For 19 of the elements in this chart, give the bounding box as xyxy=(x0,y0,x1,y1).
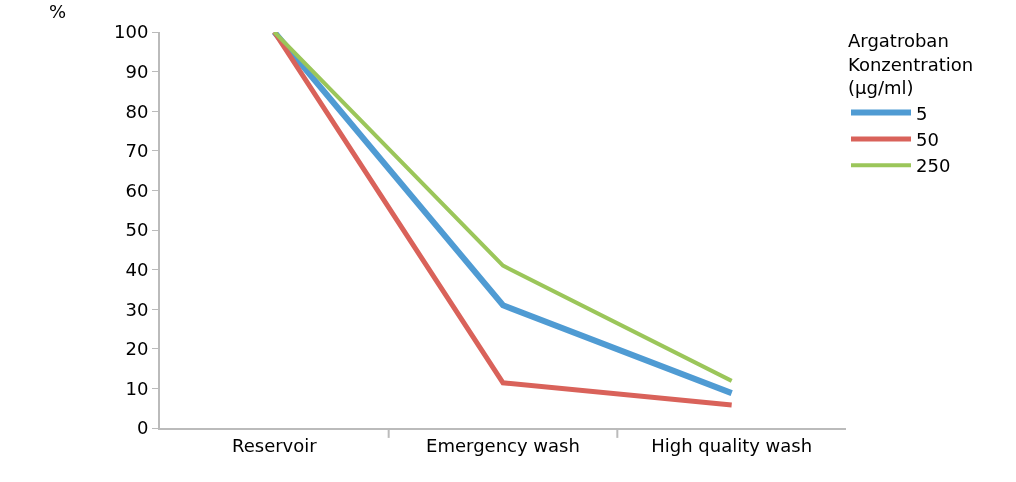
y-axis-title: % xyxy=(49,1,67,22)
y-tick-label: 60 xyxy=(125,179,149,201)
y-tick-label: 10 xyxy=(125,377,149,399)
legend-label: 50 xyxy=(916,128,939,150)
legend-title: Argatroban Konzentration (µg/ml) xyxy=(848,30,974,99)
x-tick-label: Reservoir xyxy=(231,434,318,456)
y-tick-label: 0 xyxy=(136,417,149,439)
y-tick-label: 20 xyxy=(125,338,149,360)
x-tick-label: Emergency wash xyxy=(426,434,580,456)
legend-label: 5 xyxy=(916,102,928,124)
y-tick-label: 70 xyxy=(125,140,149,162)
y-tick-label: 80 xyxy=(125,100,149,122)
y-tick-label: 30 xyxy=(125,298,149,320)
legend-label: 250 xyxy=(916,155,951,177)
y-tick-label: 100 xyxy=(114,21,149,43)
y-tick-label: 40 xyxy=(125,258,149,280)
x-tick-label: High quality wash xyxy=(651,434,813,456)
y-tick-label: 50 xyxy=(125,219,149,241)
y-tick-label: 90 xyxy=(125,60,149,82)
